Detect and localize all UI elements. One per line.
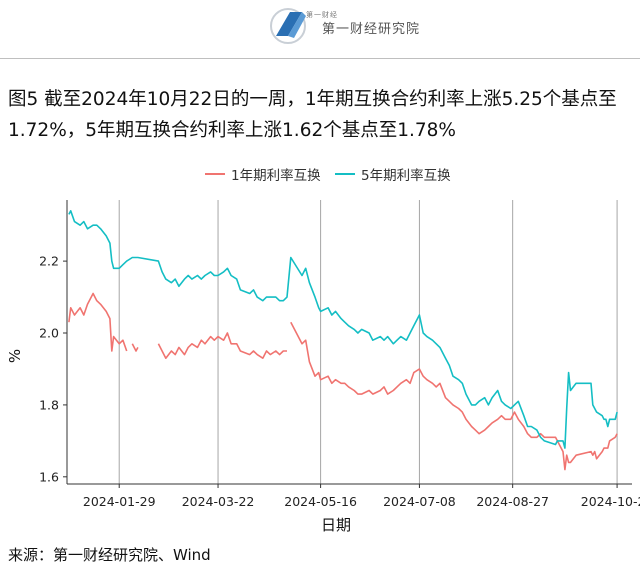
y-tick-label: 2.2 — [39, 254, 59, 269]
axes: 2024-01-29 2024-03-22 2024-05-16 2024-07-08… — [39, 200, 640, 509]
legend-label-1y: 1年期利率互换 — [231, 168, 321, 184]
y-axis-title: % — [6, 349, 24, 363]
grid-lines — [118, 200, 618, 484]
x-tick-label: 2024-01-29 — [83, 494, 156, 509]
legend: 1年期利率互换 5年期利率互换 — [0, 164, 640, 186]
x-tick-label: 2024-07-08 — [383, 494, 456, 509]
logo-text: 第一财经研究院 — [322, 22, 421, 37]
y-tick-label: 2.0 — [39, 326, 59, 341]
x-tick-label: 2024-10-22 — [581, 494, 640, 509]
header-divider — [0, 58, 640, 59]
legend-item-1y: 1年期利率互换 — [205, 164, 321, 184]
x-tick-label: 2024-08-27 — [476, 494, 549, 509]
legend-label-5y: 5年期利率互换 — [361, 168, 451, 184]
x-axis-title: 日期 — [321, 516, 351, 534]
series-line-5y — [68, 210, 618, 449]
series-line-1y — [68, 292, 618, 471]
y-tick-label: 1.6 — [39, 469, 59, 484]
x-tick-label: 2024-03-22 — [182, 494, 255, 509]
source-note: 来源：第一财经研究院、Wind — [8, 546, 211, 564]
legend-item-5y: 5年期利率互换 — [335, 164, 451, 184]
x-tick-label: 2024-05-16 — [284, 494, 357, 509]
chart-title: 图5 截至2024年10月22日的一周，1年期互换合约利率上涨5.25个基点至1… — [8, 89, 617, 141]
logo-small-text: 第一财经 — [306, 11, 338, 19]
series-lines — [68, 210, 618, 471]
legend-swatch-1y — [205, 173, 225, 175]
logo-mark-icon — [270, 8, 306, 44]
y-tick-label: 1.8 — [39, 397, 59, 412]
legend-swatch-5y — [335, 173, 355, 175]
